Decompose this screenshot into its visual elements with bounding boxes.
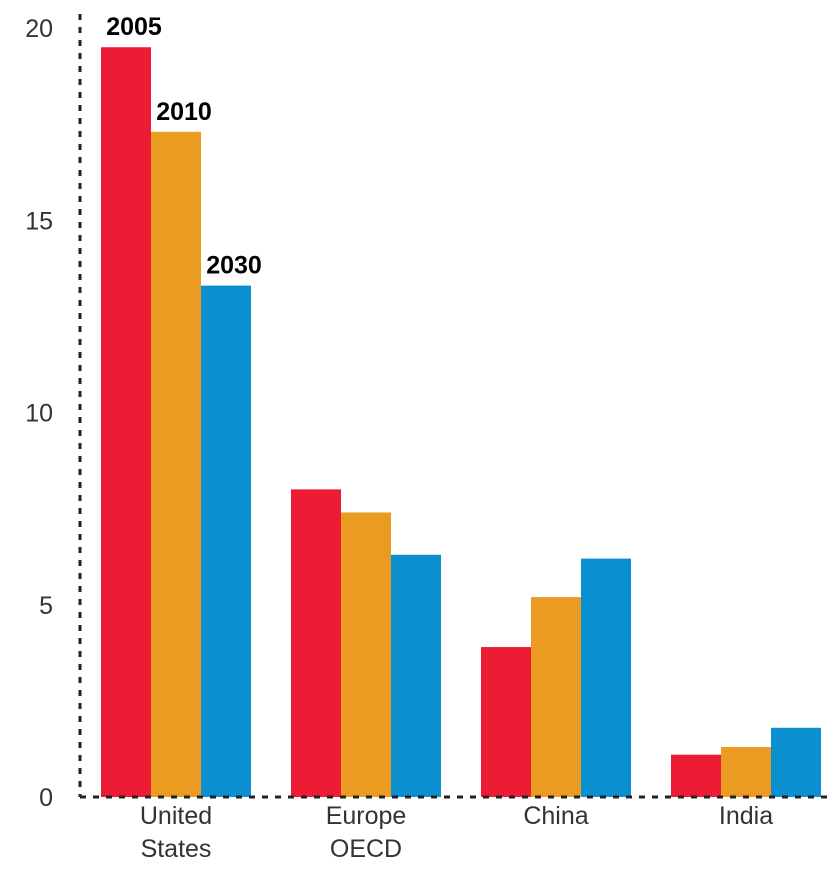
bar-2010-2 — [531, 597, 581, 797]
bar-2030-3 — [771, 727, 821, 797]
bar-2030-0 — [201, 285, 251, 797]
bar-2030-1 — [391, 554, 441, 797]
bar-2005-2 — [481, 647, 531, 797]
category-label: Europe OECD — [326, 802, 407, 863]
y-tick-label: 0 — [39, 784, 53, 812]
series-labels: 2005 2010 2030 — [106, 13, 262, 279]
bar-2010-0 — [151, 131, 201, 797]
bar-2005-0 — [101, 47, 151, 798]
y-tick-label: 5 — [39, 592, 53, 620]
y-tick-label: 10 — [25, 400, 53, 428]
category-labels: United States Europe OECD China India — [140, 802, 773, 863]
bar-2010-3 — [721, 747, 771, 797]
category-label: India — [719, 802, 773, 830]
category-label: China — [523, 802, 588, 830]
y-tick-label: 15 — [25, 207, 53, 235]
bars — [101, 47, 821, 798]
series-label-2005: 2005 — [106, 13, 162, 41]
bar-2005-1 — [291, 489, 341, 797]
category-label: United States — [140, 802, 212, 863]
y-axis: 0 5 10 15 20 — [25, 14, 82, 812]
bar-2005-3 — [671, 754, 721, 797]
series-label-2030: 2030 — [206, 252, 262, 280]
series-label-2010: 2010 — [156, 98, 212, 126]
y-tick-label: 20 — [25, 15, 53, 43]
bar-2010-1 — [341, 512, 391, 797]
bar-2030-2 — [581, 558, 631, 797]
